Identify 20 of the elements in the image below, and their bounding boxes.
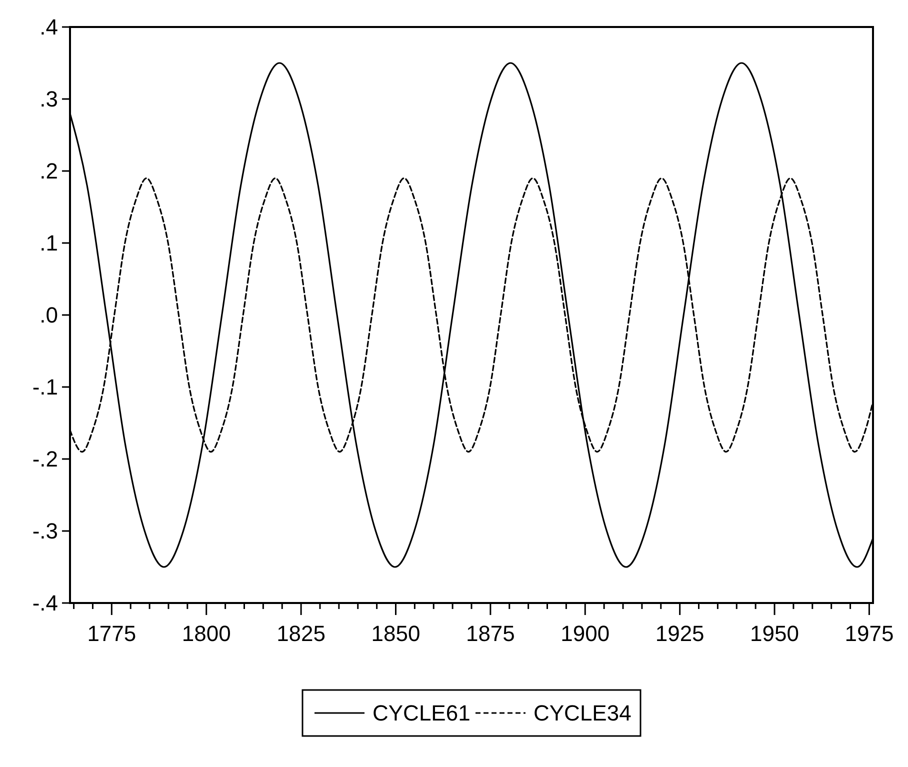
x-tick-label: 1925 xyxy=(655,621,704,646)
y-tick-label: .4 xyxy=(40,14,58,40)
y-tick-label: .0 xyxy=(40,302,58,328)
legend-label: CYCLE61 xyxy=(372,700,470,726)
y-tick-label: .3 xyxy=(40,86,58,112)
y-tick-label: .2 xyxy=(40,158,58,184)
x-tick-label: 1875 xyxy=(466,621,515,646)
x-tick-label: 1975 xyxy=(844,621,894,646)
y-tick-label: -.1 xyxy=(32,374,58,400)
legend-label: CYCLE34 xyxy=(534,700,632,726)
x-tick-label: 1775 xyxy=(87,621,136,646)
x-tick-label: 1850 xyxy=(371,621,420,646)
y-tick-label: -.3 xyxy=(32,518,58,544)
y-tick-label: .1 xyxy=(40,230,58,256)
y-tick-label: -.4 xyxy=(32,590,58,616)
x-tick-label: 1950 xyxy=(750,621,799,646)
x-tick-label: 1900 xyxy=(560,621,610,646)
x-tick-label: 1825 xyxy=(276,621,326,646)
x-tick-label: 1800 xyxy=(182,621,231,646)
y-tick-label: -.2 xyxy=(32,446,58,472)
